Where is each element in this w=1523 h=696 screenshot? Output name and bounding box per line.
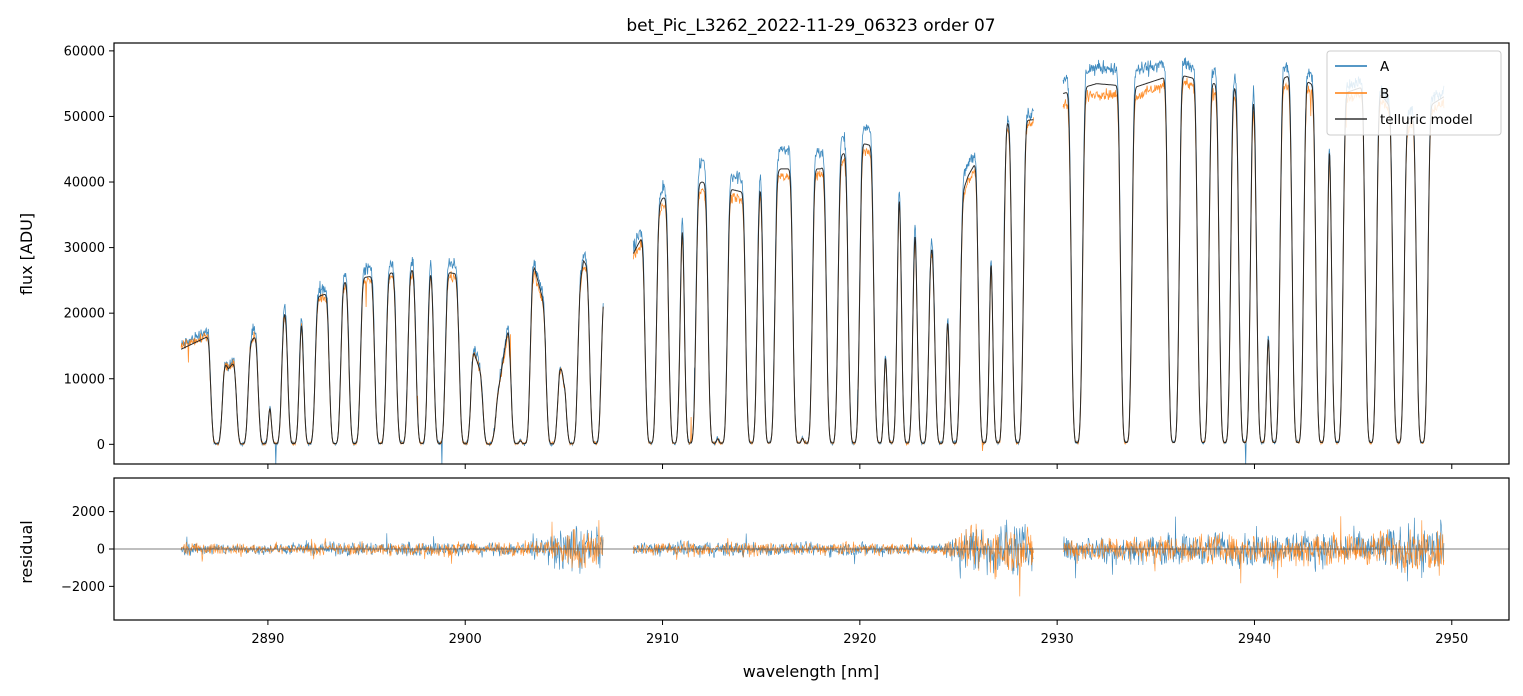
flux-y-tick-label: 10000 [64,372,105,387]
legend-box [1326,50,1502,136]
flux-y-tick-label: 0 [97,438,105,453]
flux-plot-area [180,57,1445,465]
legend-label-b: B [1380,86,1389,102]
flux-y-tick-label: 30000 [64,241,105,256]
flux-y-axis-label: flux [ADU] [17,213,36,295]
flux-y-tick-label: 60000 [64,44,105,59]
flux-panel-frame [113,42,1510,465]
flux-panel: 0 10000 20000 30000 40000 50000 60000 flux [AD… [17,42,1510,469]
residual-x-tick-label: 2890 [251,632,284,647]
legend-label-a: A [1380,59,1390,75]
flux-x-axis [267,464,1453,469]
flux-y-tick-label: 20000 [64,307,105,322]
flux-y-axis: 0 10000 20000 30000 40000 50000 60000 [64,44,114,453]
residual-x-tick-label: 2940 [1238,632,1271,647]
flux-y-tick-label: 50000 [64,110,105,125]
residual-y-tick-label: 0 [97,543,105,558]
x-axis-label: wavelength [nm] [743,662,880,681]
legend-label-telluric-model: telluric model [1380,112,1473,128]
legend: A B telluric model [1326,50,1502,136]
residual-y-axis-label: residual [17,520,36,583]
flux-y-tick-label: 40000 [64,176,105,191]
residual-x-axis: 2890 2900 2910 2920 2930 2940 2950 [251,620,1468,647]
residual-x-tick-label: 2950 [1435,632,1468,647]
residual-x-tick-label: 2930 [1041,632,1074,647]
residual-plot-area [114,516,1509,597]
chart-title: bet_Pic_L3262_2022-11-29_06323 order 07 [626,16,995,36]
residual-x-tick-label: 2900 [449,632,482,647]
residual-y-tick-label: −2000 [61,580,105,595]
residual-x-tick-label: 2920 [843,632,876,647]
residual-panel-frame [113,477,1510,621]
residual-x-tick-label: 2910 [646,632,679,647]
residual-y-tick-label: 2000 [72,505,105,520]
residual-y-axis: −2000 0 2000 [61,505,114,595]
